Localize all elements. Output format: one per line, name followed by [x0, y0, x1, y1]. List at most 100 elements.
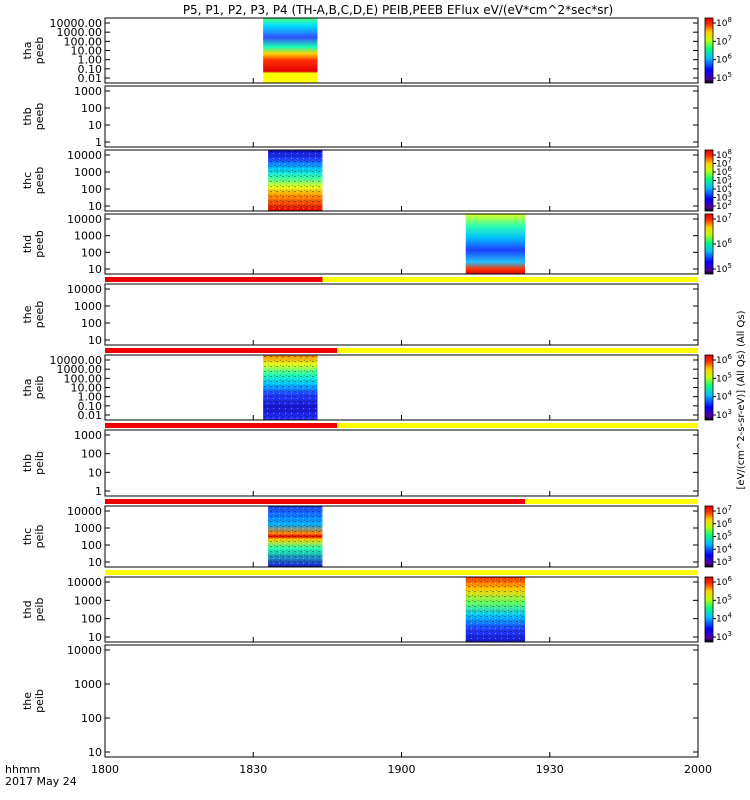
time-axis-label: hhmm	[5, 763, 40, 776]
x-tick-label: 2000	[684, 763, 712, 776]
y-tick-label: 100	[81, 183, 102, 196]
panel-thb_peeb: 1000 100 10 1 thb peeb	[21, 85, 699, 149]
colorbar-tick-label: 106	[716, 575, 732, 588]
colorbars: 1051061071081021031041051061071081051061…	[704, 16, 732, 643]
y-tick-label: 100.00	[64, 372, 103, 385]
panel-frame	[104, 576, 699, 643]
colorbar-tick-label: 103	[716, 630, 732, 643]
product-label: peeb	[33, 167, 46, 195]
flag-bar-red	[105, 348, 338, 353]
y-tick-label: 1000	[74, 594, 102, 607]
y-tick-label: 10000	[67, 213, 102, 226]
colorbar-tick-label: 106	[716, 517, 732, 530]
y-tick-label: 100	[81, 317, 102, 330]
colorbar-tick-label: 108	[716, 16, 732, 29]
colorbar-tick-label: 107	[716, 504, 732, 517]
y-tick-label: 1000	[74, 85, 102, 98]
figure-title: P5, P1, P2, P3, P4 (TH-A,B,C,D,E) PEIB,P…	[183, 3, 613, 17]
panel-frame	[104, 429, 699, 497]
flag-bar-red	[105, 277, 323, 282]
y-tick-label: 10	[88, 631, 102, 644]
colorbar-tick-label: 107	[716, 212, 732, 225]
colorbar-tick-label: 107	[716, 34, 732, 47]
y-tick-label: 100.00	[64, 35, 103, 48]
y-tick-label: 100	[81, 613, 102, 626]
product-label: peeb	[33, 103, 46, 131]
colorbar-tick-label: 105	[716, 71, 732, 84]
panel-thc_peeb: 10000 1000 100 10 thc peeb	[21, 149, 699, 213]
panel-frame	[104, 149, 699, 212]
colorbar-scale	[704, 576, 714, 643]
x-tick-label: 1830	[239, 763, 267, 776]
colorbar-tick-label: 105	[716, 371, 732, 384]
x-tick-label: 1800	[91, 763, 119, 776]
flag-bar-yellow	[337, 423, 698, 428]
probe-label: thb	[21, 454, 34, 472]
colorbar-tick-label: 104	[716, 390, 732, 403]
colorbar-tha_peib: 103 104 105 106	[704, 353, 732, 421]
y-tick-label: 1000	[74, 230, 102, 243]
probe-label: tha	[21, 378, 34, 396]
panels: 10000.001000.00100.0010.001.000.100.01th…	[21, 17, 699, 759]
probe-label: thb	[21, 107, 34, 125]
y-tick-label: 10	[88, 263, 102, 276]
panel-frame	[104, 17, 699, 84]
panel-the_peib: 10000 1000 100 10 the peib	[21, 644, 699, 759]
colorbar-scale	[704, 213, 714, 275]
panel-frame	[104, 644, 699, 758]
y-tick-label: 0.10	[78, 400, 103, 413]
panel-the_peeb: 10000 1000 100 10 the peeb	[21, 277, 699, 347]
product-label: peib	[33, 376, 46, 400]
colorbar-tick-label: 106	[716, 53, 732, 66]
panel-frame	[104, 505, 699, 568]
y-tick-label: 10.00	[71, 45, 103, 58]
product-label: peib	[33, 598, 46, 622]
panel-frame	[104, 85, 699, 148]
product-label: peeb	[33, 37, 46, 65]
y-tick-label: 1	[95, 485, 102, 498]
product-label: peib	[33, 525, 46, 549]
product-label: peeb	[33, 230, 46, 258]
y-tick-label: 0.01	[78, 72, 103, 85]
y-tick-label: 10000	[67, 505, 102, 518]
y-tick-label: 10000.00	[50, 17, 103, 30]
flag-bar-yellow	[525, 499, 698, 504]
y-tick-label: 1.00	[78, 391, 103, 404]
colorbar-thd_peib: 103 104 105 106	[704, 575, 732, 643]
x-tick-label: 1900	[388, 763, 416, 776]
colorbar-unit-label: [eV/(cm^2-s-sr-eV)] (All Qs) (All Qs)	[736, 310, 747, 489]
y-tick-label: 100	[81, 246, 102, 259]
y-tick-label: 0.10	[78, 63, 103, 76]
colorbar-tick-label: 105	[716, 262, 732, 275]
spectrogram-texture	[465, 577, 526, 642]
colorbar-scale	[704, 505, 714, 568]
probe-label: the	[21, 305, 34, 323]
y-tick-label: 1000	[74, 678, 102, 691]
y-tick-label: 100	[81, 448, 102, 461]
panel-frame	[104, 354, 699, 421]
spectrogram-block	[465, 214, 526, 274]
panel-thd_peib: 10000 1000 100 10 thd peib	[21, 570, 699, 644]
y-tick-label: 1.00	[78, 54, 103, 67]
panel-frame	[104, 213, 699, 275]
y-tick-label: 100	[81, 539, 102, 552]
colorbar-tick-label: 103	[716, 408, 732, 421]
y-tick-label: 10	[88, 746, 102, 759]
product-label: peib	[33, 689, 46, 713]
spectrogram-block	[263, 18, 318, 83]
colorbar-tha_peeb: 105 106 107 108	[704, 16, 732, 84]
probe-label: thd	[21, 600, 34, 618]
colorbar-tick-label: 106	[716, 353, 732, 366]
probe-label: thc	[21, 172, 34, 189]
colorbar-tick-label: 104	[716, 542, 732, 555]
y-tick-label: 10	[88, 556, 102, 569]
y-tick-label: 10	[88, 334, 102, 347]
y-tick-label: 10000	[67, 149, 102, 162]
colorbar-tick-label: 104	[716, 612, 732, 625]
colorbar-scale	[704, 354, 714, 421]
y-tick-label: 10000	[67, 283, 102, 296]
